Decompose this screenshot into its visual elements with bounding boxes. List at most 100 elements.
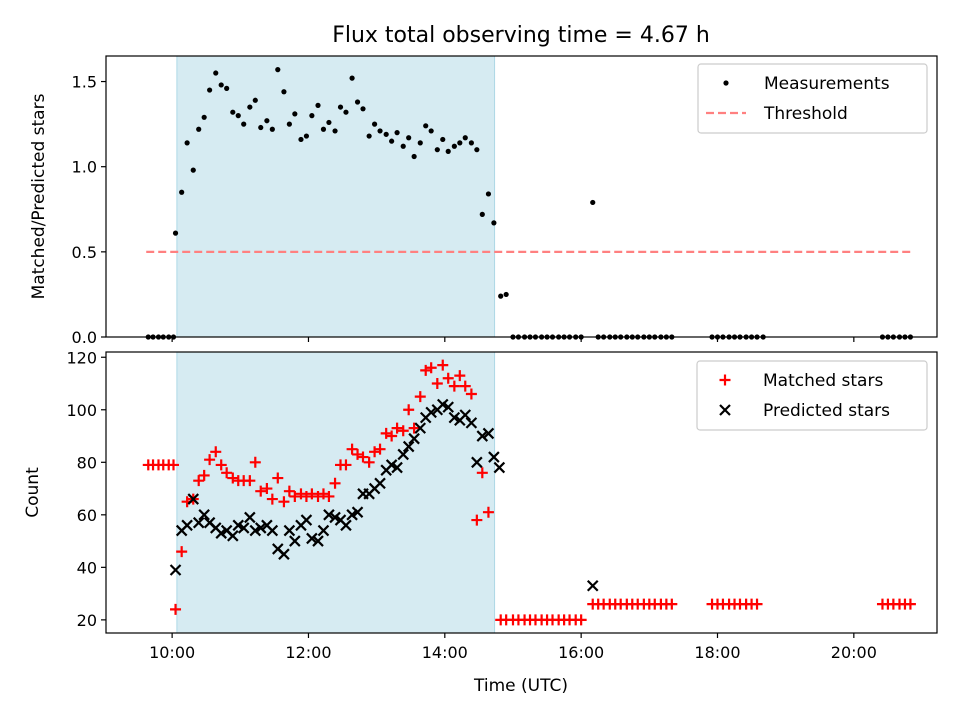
data-point xyxy=(751,598,763,610)
data-point xyxy=(196,126,202,132)
top-panel: 0.0 0.5 1.0 1.5 Measurements Threshold Matche… xyxy=(29,55,938,347)
data-point xyxy=(198,509,210,521)
data-point xyxy=(221,467,233,479)
data-point xyxy=(454,370,466,382)
data-point xyxy=(215,459,227,471)
data-point xyxy=(442,401,454,413)
data-point xyxy=(289,490,301,502)
data-point xyxy=(275,67,281,73)
y-tick-label: 120 xyxy=(66,348,97,367)
legend-box xyxy=(697,63,928,134)
data-point xyxy=(408,432,420,445)
data-point xyxy=(459,409,472,421)
data-point xyxy=(187,493,200,505)
data-point xyxy=(272,472,284,484)
data-point xyxy=(289,535,301,547)
data-point xyxy=(337,104,344,110)
data-point xyxy=(411,153,417,160)
data-point xyxy=(575,614,587,626)
legend-marker xyxy=(723,80,729,86)
data-point xyxy=(357,451,369,463)
data-point xyxy=(210,446,222,458)
data-point xyxy=(169,564,182,576)
series-matched-stars xyxy=(142,359,916,626)
data-point xyxy=(167,459,179,471)
data-point xyxy=(414,391,426,403)
data-point xyxy=(266,524,279,537)
data-point xyxy=(340,519,352,532)
data-point xyxy=(414,422,427,434)
data-point xyxy=(586,579,599,592)
data-point xyxy=(247,104,253,110)
top-y-axis-label: Matched/Predicted stars xyxy=(29,93,49,299)
data-point xyxy=(201,114,207,120)
data-point xyxy=(491,220,497,226)
data-point xyxy=(315,102,321,108)
data-point xyxy=(485,191,492,197)
y-tick-label: 60 xyxy=(77,506,97,525)
legend: Matched stars Predicted stars xyxy=(696,360,928,431)
data-point xyxy=(332,128,338,134)
data-point xyxy=(218,82,224,88)
data-point xyxy=(403,404,415,416)
data-point xyxy=(374,443,386,455)
data-point xyxy=(172,230,179,236)
data-point xyxy=(476,430,489,442)
data-point xyxy=(224,85,230,91)
data-point xyxy=(244,475,256,487)
x-tick-label: 18:00 xyxy=(694,643,740,662)
data-point xyxy=(465,388,477,400)
data-point xyxy=(193,475,205,487)
data-point xyxy=(320,126,327,132)
data-point xyxy=(391,461,403,474)
data-point xyxy=(235,113,241,119)
data-point xyxy=(383,131,389,137)
axes-frame xyxy=(105,55,938,338)
data-point xyxy=(306,488,318,500)
data-point xyxy=(465,417,478,429)
data-point xyxy=(366,133,372,139)
data-point xyxy=(389,138,395,144)
data-point xyxy=(255,485,267,497)
data-point xyxy=(283,485,295,497)
data-point xyxy=(498,293,504,299)
y-tick-label: 1.0 xyxy=(72,158,97,177)
data-point xyxy=(237,522,250,534)
data-point xyxy=(252,97,258,103)
data-point xyxy=(278,548,290,560)
data-point xyxy=(241,121,247,127)
data-point xyxy=(300,514,313,526)
data-point xyxy=(397,448,410,461)
data-point xyxy=(425,362,437,374)
legend-box xyxy=(696,360,928,431)
y-tick-label: 1.5 xyxy=(72,73,97,92)
legend-label: Measurements xyxy=(764,74,890,94)
data-point xyxy=(190,167,196,173)
data-point xyxy=(281,89,287,95)
x-axis-label: Time (UTC) xyxy=(473,676,568,696)
data-point xyxy=(303,133,310,139)
data-point xyxy=(425,406,437,419)
data-point xyxy=(309,113,315,119)
data-point xyxy=(406,135,412,141)
data-point xyxy=(184,140,190,146)
x-tick-label: 20:00 xyxy=(831,643,877,662)
data-point xyxy=(503,291,509,298)
data-point xyxy=(198,469,210,481)
series-predicted-stars xyxy=(169,398,599,592)
data-point xyxy=(179,189,185,195)
legend-marker xyxy=(719,374,731,386)
data-point xyxy=(283,524,296,537)
data-point xyxy=(363,456,375,468)
data-point xyxy=(431,378,443,390)
y-tick-label: 0.0 xyxy=(72,328,97,347)
data-point xyxy=(326,119,332,126)
legend-label: Threshold xyxy=(763,104,848,124)
data-point xyxy=(476,467,488,479)
data-point xyxy=(459,380,471,392)
y-tick-label: 0.5 xyxy=(72,243,97,262)
data-point xyxy=(349,75,355,81)
data-point xyxy=(351,506,364,518)
data-point xyxy=(440,136,446,143)
